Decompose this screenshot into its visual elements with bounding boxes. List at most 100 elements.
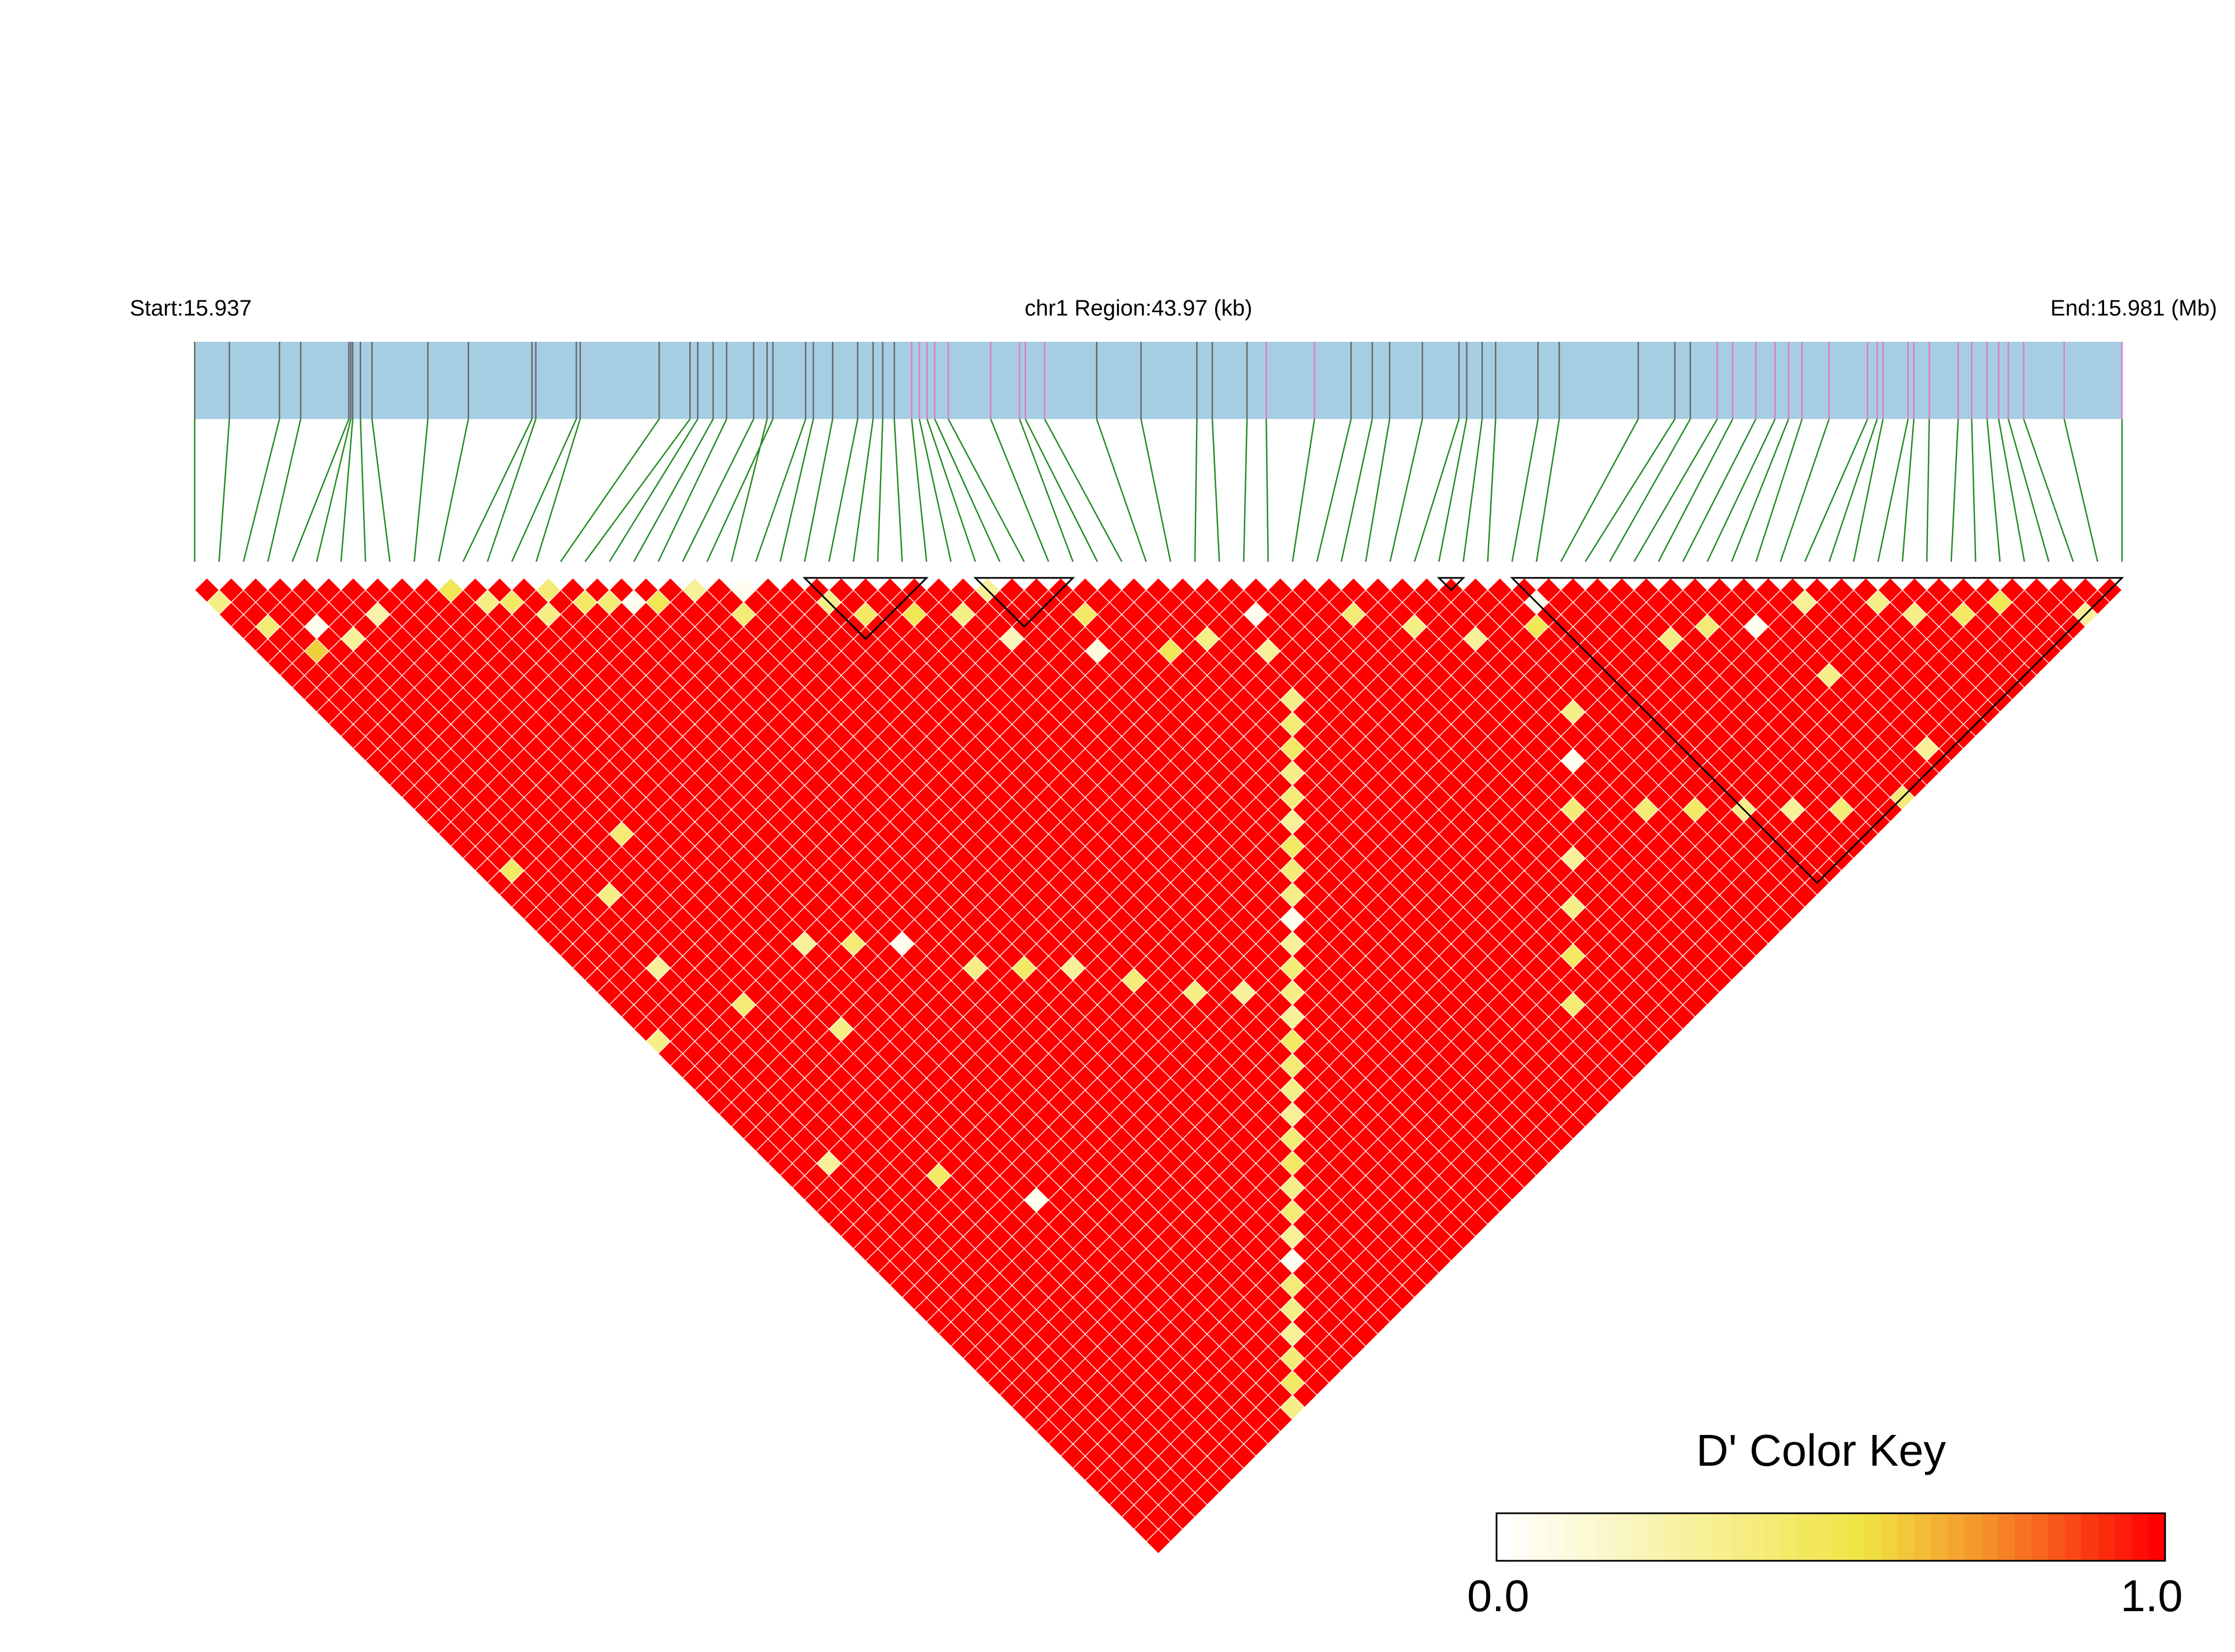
ld-cell	[1427, 932, 1451, 956]
ld-cell	[1122, 1310, 1146, 1334]
ld-cell	[1146, 1481, 1170, 1505]
ld-cell	[1293, 1212, 1316, 1236]
ld-cell	[1061, 1249, 1085, 1273]
ld-cell	[1354, 1201, 1377, 1224]
ld-cell	[1000, 798, 1024, 822]
ld-cell	[1024, 1066, 1048, 1090]
ld-cell	[1024, 822, 1048, 846]
ld-cell	[1122, 822, 1146, 846]
ld-cell	[963, 615, 987, 638]
ld-cell	[1512, 944, 1536, 968]
ld-cell	[622, 737, 646, 761]
ld-cell	[1366, 651, 1390, 675]
ld-cell	[976, 1359, 1000, 1383]
ld-cell	[1244, 627, 1268, 651]
ld-cell	[866, 1249, 890, 1273]
ld-cell	[1427, 1103, 1451, 1127]
ld-cell	[1061, 1225, 1085, 1249]
ld-cell	[1195, 1456, 1219, 1480]
color-key-step	[2132, 1513, 2149, 1561]
ld-cell	[744, 615, 768, 638]
ld-cell	[1195, 1212, 1219, 1236]
ld-cell	[1134, 956, 1158, 980]
ld-cell	[915, 1273, 938, 1297]
ld-cell	[415, 651, 439, 675]
ld-cell	[1024, 798, 1048, 822]
ld-cell	[1134, 1151, 1158, 1175]
ld-cell	[1464, 1066, 1488, 1090]
ld-cell	[1927, 700, 1951, 724]
ld-cell	[756, 724, 780, 749]
ld-cell	[1281, 737, 1305, 761]
ld-cell	[1549, 663, 1573, 688]
ld-cell	[1329, 1176, 1353, 1199]
ld-cell	[854, 968, 877, 992]
ld-cell	[951, 1310, 975, 1334]
snp-connector	[1364, 418, 1391, 562]
ld-cell	[683, 944, 707, 968]
ld-cell	[1720, 737, 1744, 761]
ld-cell	[1439, 1212, 1463, 1236]
ld-cell	[902, 1115, 926, 1138]
ld-cell	[1183, 1273, 1207, 1297]
ld-cell	[768, 1103, 792, 1127]
ld-cell	[1781, 651, 1805, 675]
ld-cell	[1537, 871, 1560, 895]
ld-cell	[1500, 932, 1524, 956]
ld-cell	[854, 1017, 877, 1041]
ld-cell	[963, 1054, 987, 1077]
ld-cell	[1244, 1042, 1268, 1066]
ld-cell	[1122, 1408, 1146, 1432]
ld-cell	[1342, 627, 1366, 651]
ld-cell	[1415, 603, 1438, 627]
ld-cell	[768, 907, 792, 931]
ld-cell	[695, 932, 719, 956]
ld-cell	[707, 676, 731, 699]
ld-cell	[988, 1201, 1011, 1224]
ld-cell	[1476, 859, 1499, 883]
ld-cell	[610, 627, 633, 651]
ld-cell	[1061, 737, 1085, 761]
ld-cell	[768, 810, 792, 834]
ld-cell	[1342, 920, 1366, 944]
ld-cell	[1744, 663, 1768, 688]
ld-cell	[963, 956, 987, 980]
ld-cell	[512, 724, 536, 749]
ld-cell	[1476, 1079, 1499, 1102]
ld-cell	[1744, 615, 1768, 638]
ld-cell	[1390, 1286, 1414, 1310]
ld-cell	[1012, 663, 1036, 688]
ld-cell	[732, 968, 755, 992]
ld-cell	[1281, 785, 1305, 809]
color-key-steps	[1495, 1512, 2166, 1562]
ld-cell	[817, 1127, 841, 1151]
ld-cell	[854, 798, 877, 822]
ld-cell	[939, 737, 963, 761]
ld-cell	[1281, 1249, 1305, 1273]
ld-cell	[1037, 1201, 1061, 1224]
ld-cell	[683, 798, 707, 822]
ld-cell	[951, 651, 975, 675]
ld-cell	[1281, 761, 1305, 785]
ld-cell	[1134, 907, 1158, 931]
ld-cell	[610, 578, 633, 602]
ld-cell	[915, 1054, 938, 1077]
ld-cell	[1317, 1115, 1341, 1138]
ld-cell	[488, 603, 511, 627]
ld-cell	[1403, 615, 1427, 638]
haplotype-block-outline	[1510, 577, 2124, 884]
ld-cell	[768, 1151, 792, 1175]
ld-cell	[1610, 749, 1634, 773]
region-start-label: Start:15.937	[130, 296, 252, 321]
ld-cell	[1854, 798, 1878, 822]
ld-cell	[1146, 1164, 1170, 1188]
ld-cell	[1110, 1493, 1133, 1517]
ld-cell	[1073, 1237, 1097, 1260]
ld-cell	[1232, 1225, 1255, 1249]
ld-cell	[1110, 1347, 1133, 1371]
color-key-min-label: 0.0	[1467, 1571, 1529, 1621]
ld-cell	[841, 1176, 865, 1199]
ld-cell	[549, 712, 572, 736]
ld-cell	[768, 737, 792, 761]
color-key-step	[1747, 1513, 1765, 1561]
